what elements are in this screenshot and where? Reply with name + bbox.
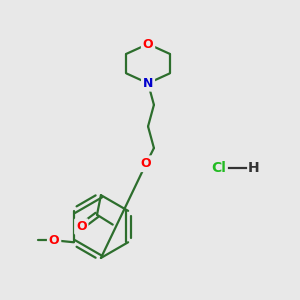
Text: N: N [143, 77, 153, 90]
Text: O: O [141, 157, 152, 170]
Text: Cl: Cl [211, 161, 226, 175]
Text: H: H [248, 161, 260, 175]
Text: O: O [49, 234, 59, 247]
Text: O: O [76, 220, 87, 233]
Text: O: O [143, 38, 153, 50]
